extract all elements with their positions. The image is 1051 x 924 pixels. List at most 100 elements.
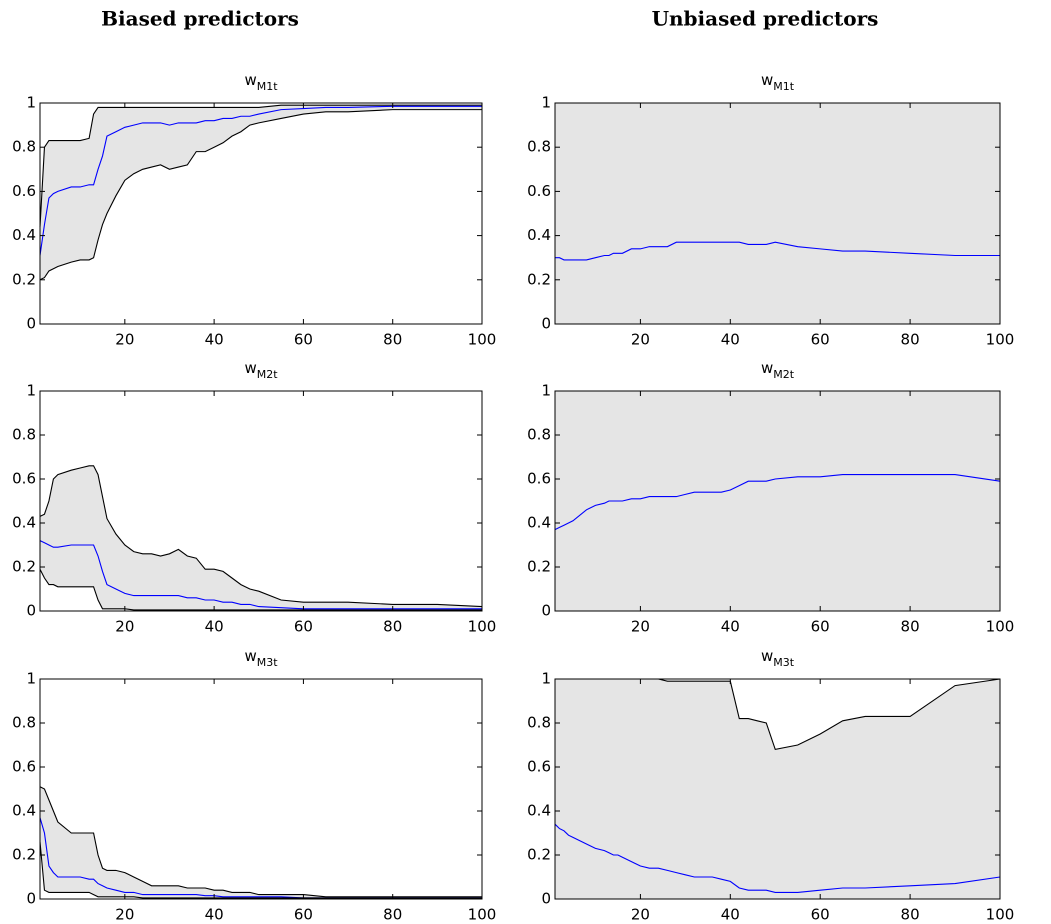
x-tick-label: 40 — [205, 618, 224, 636]
x-tick-label: 60 — [294, 618, 313, 636]
band — [555, 391, 1000, 611]
y-tick-label: 0.4 — [12, 802, 36, 820]
y-tick-label: 0.8 — [527, 426, 551, 444]
title-subscript: M1t — [257, 80, 278, 93]
series-line — [39, 540, 482, 610]
y-tick-label: 0.4 — [527, 514, 551, 532]
y-tick-label: 0.8 — [527, 714, 551, 732]
y-tick-label: 1 — [26, 670, 36, 688]
title-main: w — [761, 647, 773, 665]
x-tick-label: 100 — [468, 618, 497, 636]
x-tick-label: 20 — [631, 618, 650, 636]
title-main: w — [244, 359, 256, 377]
y-tick-label: 0 — [541, 890, 551, 908]
x-tick-label: 20 — [115, 906, 134, 924]
y-tick-label: 0.4 — [527, 802, 551, 820]
x-tick-label: 40 — [721, 331, 740, 349]
y-tick-label: 0.2 — [527, 270, 551, 288]
band — [40, 105, 482, 280]
chart-title: wM3t — [761, 647, 795, 669]
x-tick-label: 40 — [205, 906, 224, 924]
x-tick-label: 20 — [115, 618, 134, 636]
title-main: w — [761, 359, 773, 377]
x-tick-label: 60 — [811, 906, 830, 924]
y-tick-label: 0 — [26, 602, 36, 620]
band — [555, 103, 1000, 324]
title-main: w — [244, 71, 256, 89]
series-line — [39, 786, 482, 898]
x-tick-label: 40 — [721, 906, 740, 924]
y-tick-label: 0.2 — [12, 846, 36, 864]
x-tick-label: 40 — [721, 618, 740, 636]
x-tick-label: 60 — [811, 618, 830, 636]
chart-title: wM2t — [244, 359, 278, 381]
y-tick-label: 0.8 — [12, 426, 36, 444]
x-tick-label: 80 — [901, 331, 920, 349]
x-tick-label: 80 — [383, 618, 402, 636]
y-tick-label: 0 — [541, 602, 551, 620]
title-subscript: M2t — [773, 368, 794, 381]
y-tick-label: 0.6 — [12, 470, 36, 488]
title-subscript: M1t — [773, 80, 794, 93]
series-line — [39, 817, 482, 899]
x-tick-label: 100 — [468, 331, 497, 349]
band — [40, 465, 482, 610]
chart-title: wM3t — [244, 647, 278, 669]
title-subscript: M2t — [257, 368, 278, 381]
y-tick-label: 1 — [541, 382, 551, 400]
y-tick-label: 1 — [26, 94, 36, 112]
title-subscript: M3t — [773, 656, 794, 669]
x-tick-label: 80 — [901, 906, 920, 924]
axes-box — [554, 678, 1001, 900]
series-line — [39, 568, 482, 611]
series-line — [554, 474, 1001, 531]
x-tick-label: 20 — [631, 331, 650, 349]
series-line — [39, 109, 482, 281]
y-tick-label: 0.8 — [527, 138, 551, 156]
x-tick-label: 80 — [383, 906, 402, 924]
title-main: w — [244, 647, 256, 665]
series-line — [39, 841, 482, 899]
y-tick-label: 0.4 — [527, 226, 551, 244]
column-heading: Unbiased predictors — [652, 7, 879, 31]
x-tick-label: 60 — [294, 331, 313, 349]
x-tick-label: 20 — [115, 331, 134, 349]
y-tick-label: 0.2 — [12, 270, 36, 288]
x-tick-label: 80 — [901, 618, 920, 636]
x-tick-label: 60 — [811, 331, 830, 349]
y-tick-label: 0.4 — [12, 514, 36, 532]
axes-box — [39, 678, 483, 900]
x-tick-label: 100 — [468, 906, 497, 924]
axes-box — [39, 102, 483, 325]
y-tick-label: 0.4 — [12, 226, 36, 244]
y-tick-label: 0.6 — [12, 182, 36, 200]
y-tick-label: 1 — [541, 670, 551, 688]
x-tick-label: 100 — [986, 618, 1015, 636]
y-tick-label: 1 — [541, 94, 551, 112]
series-line — [39, 105, 482, 256]
band — [555, 679, 1000, 899]
y-tick-label: 0.8 — [12, 138, 36, 156]
axes-box — [39, 390, 483, 612]
chart-title: wM1t — [761, 71, 795, 93]
y-tick-label: 0.2 — [12, 558, 36, 576]
y-tick-label: 0 — [26, 315, 36, 333]
y-tick-label: 0.6 — [12, 758, 36, 776]
x-tick-label: 40 — [205, 331, 224, 349]
series-line — [39, 104, 482, 227]
y-tick-label: 0.6 — [527, 470, 551, 488]
y-tick-label: 0.6 — [527, 758, 551, 776]
x-tick-label: 100 — [986, 331, 1015, 349]
column-heading: Biased predictors — [101, 7, 299, 31]
band — [40, 786, 482, 898]
y-tick-label: 0 — [541, 315, 551, 333]
y-tick-label: 0 — [26, 890, 36, 908]
y-tick-label: 0.2 — [527, 846, 551, 864]
y-tick-label: 0.8 — [12, 714, 36, 732]
series-line — [39, 465, 483, 608]
chart-title: wM2t — [761, 359, 795, 381]
y-tick-label: 1 — [26, 382, 36, 400]
x-tick-label: 100 — [986, 906, 1015, 924]
series-line — [554, 823, 1001, 893]
